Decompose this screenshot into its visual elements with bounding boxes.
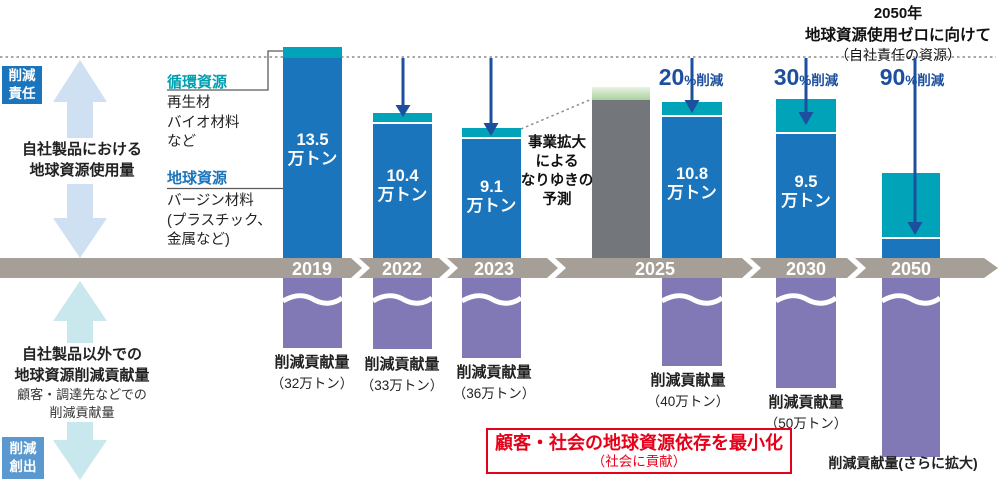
bar-2025-value: 10.8 万トン [667,165,717,203]
external-contribution-sublabel: 顧客・調達先などでの 削減貢献量 [17,387,147,420]
reduction-creation-badge: 削減 創出 [2,437,44,479]
bar-2022-earth-body [373,122,432,258]
external-contribution-label: 自社製品以外での 地球資源削減貢献量 [14,346,150,384]
chart-title-sub: （自社責任の資源） [835,47,961,63]
down-arrow-icon [53,440,107,480]
circular-resources-label: 循環資源 [167,74,228,91]
chart-title: 2050年 地球資源使用ゼロに向けて （自社責任の資源） [800,2,996,65]
contribution-title: 削減貢献量 [768,394,844,411]
reduction-pct-2030: 30 [773,64,800,90]
reduction-label-2050: 90%削減 [857,64,967,91]
reduction-suffix-2025: %削減 [684,73,724,88]
contribution-title: 削減貢献量 [274,354,350,371]
contribution-caption-2050: 削減貢献量(さらに拡大) [808,453,998,473]
contribution-title: 削減貢献量 [364,356,440,373]
contribution-title: 削減貢献量(さらに拡大) [828,455,978,471]
contribution-bar-2019 [283,278,342,348]
contribution-caption-2025: 削減貢献量 （40万トン） [623,369,753,410]
down-arrow-icon [53,218,107,258]
contribution-caption-2019: 削減貢献量 （32万トン） [247,351,377,392]
bar-break-wave [462,293,521,306]
contribution-value: （36万トン） [452,386,536,401]
year-2022: 2022 [381,259,423,279]
year-2030: 2030 [785,259,827,279]
contribution-caption-2030: 削減貢献量 （50万トン） [741,391,871,432]
contribution-bar-2050 [882,278,940,457]
bar-break-wave [882,293,940,306]
arrow-shaft [67,100,93,138]
bar-2022-circular-cap [373,113,432,122]
contribution-caption-2023: 削減貢献量 （36万トン） [429,361,559,402]
bar-2019-earth-body [283,58,342,258]
highlight-box: 顧客・社会の地球資源依存を最小化 （社会に貢献） [486,428,792,474]
chart-title-main: 地球資源使用ゼロに向けて [804,27,991,44]
highlight-line2: （社会に貢献） [591,453,687,469]
reduction-responsibility-badge: 削減 責任 [2,66,42,104]
bar-2023-earth-body [462,137,521,258]
chevron-right-icon [439,258,458,278]
reduction-pct-2025: 20 [658,64,685,90]
bar-break-wave [283,293,342,306]
year-2050: 2050 [890,259,932,279]
contribution-bar-2023 [462,278,521,358]
contribution-value: （50万トン） [764,416,848,431]
year-2019: 2019 [291,259,333,279]
bau-callout-dashed-line [520,98,593,130]
chevron-right-icon [547,258,566,278]
arrow-shaft [67,184,93,218]
contribution-bar-2022 [373,278,432,349]
bar-2022-value: 10.4 万トン [377,167,428,205]
reduction-label-2025: 20%削減 [636,64,746,91]
bar-2050-earth-body [882,237,940,258]
highlight-line1: 顧客・社会の地球資源依存を最小化 [495,433,783,453]
bar-2025-earth-body [662,115,722,258]
arrow-shaft [67,422,93,442]
contribution-bar-2030 [776,278,836,388]
reduction-arrow-2023 [483,58,499,136]
contribution-title: 削減貢献量 [650,372,726,389]
bar-2030-earth-body [776,132,836,258]
bau-forecast-note: 事業拡大 による なりゆきの 予測 [520,135,594,208]
contribution-title: 削減貢献量 [456,364,532,381]
bar-2019-circular-cap [283,47,342,58]
arrow-shaft [67,319,93,343]
bau-forecast-gray-body [592,100,650,258]
year-2025: 2025 [634,259,676,279]
bau-forecast-green-cap [592,87,650,100]
bar-2023-value: 9.1 万トン [466,178,517,216]
bar-2050-circular-cap [882,173,940,237]
chevron-right-icon [847,258,866,278]
circular-resources-desc: 再生材 バイオ材料 など [167,95,240,151]
up-arrow-icon [53,60,107,102]
own-products-usage-label: 自社製品における 地球資源使用量 [21,141,142,179]
chart-title-year: 2050年 [873,5,923,22]
bar-break-wave [776,293,836,306]
reduction-arrow-2022 [395,58,411,117]
earth-resources-label: 地球資源 [167,170,228,187]
up-arrow-icon [53,281,107,321]
bar-2019-value: 13.5 万トン [287,131,338,169]
contribution-value: （32万トン） [270,376,354,391]
bar-break-wave [662,293,722,306]
chevron-right-icon [742,258,761,278]
reduction-suffix-2050: %削減 [905,73,945,88]
bar-2030-circular-cap [776,99,836,132]
bar-break-wave [373,293,432,306]
reduction-label-2030: 30%削減 [751,64,861,91]
contribution-caption-2022: 削減貢献量 （33万トン） [337,353,467,394]
contribution-value: （40万トン） [646,394,730,409]
contribution-value: （33万トン） [360,378,444,393]
reduction-pct-2050: 90 [879,64,906,90]
bar-2030-value: 9.5 万トン [781,173,831,211]
chevron-right-icon [351,258,370,278]
reduction-suffix-2030: %削減 [799,73,839,88]
year-2023: 2023 [473,259,515,279]
bar-2025-circular-cap [662,102,722,115]
contribution-bar-2025 [662,278,722,366]
earth-resources-desc: バージン材料 (プラスチック、 金属など) [167,193,272,249]
